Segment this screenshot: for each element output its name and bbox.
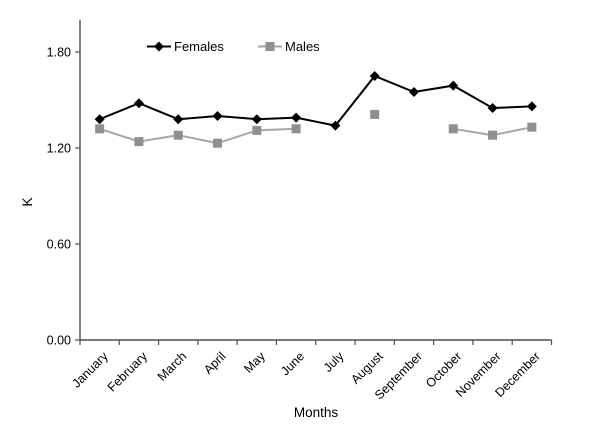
y-axis-tick-label: 0.00 bbox=[47, 334, 71, 348]
legend-marker-males bbox=[265, 42, 275, 51]
x-axis-tick-label: June bbox=[278, 349, 307, 378]
y-axis-tick-label: 0.60 bbox=[47, 238, 71, 252]
data-point-marker-males bbox=[488, 130, 498, 140]
data-point-marker-females bbox=[330, 120, 341, 131]
data-point-marker-females bbox=[408, 87, 419, 97]
data-point-marker-females bbox=[251, 114, 262, 125]
legend-label-males: Males bbox=[285, 39, 320, 54]
data-point-marker-females bbox=[526, 101, 537, 112]
data-point-marker-males bbox=[173, 130, 183, 140]
data-point-marker-females bbox=[94, 114, 105, 125]
data-point-marker-females bbox=[487, 103, 498, 113]
data-point-marker-females bbox=[369, 71, 380, 81]
x-axis-tick-label: May bbox=[241, 349, 268, 376]
series-line-females bbox=[99, 74, 532, 127]
data-point-marker-males bbox=[95, 124, 105, 134]
x-axis-title: Months bbox=[293, 405, 339, 420]
y-axis-tick-label: 1.20 bbox=[47, 142, 71, 156]
legend-label-females: Females bbox=[174, 39, 224, 54]
x-axis-tick-label: April bbox=[201, 349, 229, 377]
x-axis-tick-label: July bbox=[321, 349, 347, 375]
data-point-marker-females bbox=[448, 80, 459, 91]
y-axis-title: K bbox=[19, 197, 35, 207]
data-point-marker-females bbox=[133, 98, 144, 109]
data-point-marker-males bbox=[252, 125, 262, 135]
data-point-marker-males bbox=[291, 124, 301, 134]
data-point-marker-males bbox=[134, 137, 144, 147]
data-point-marker-males bbox=[370, 109, 380, 119]
data-point-marker-females bbox=[291, 112, 302, 123]
y-axis-tick-label: 1.80 bbox=[47, 46, 71, 60]
data-point-marker-females bbox=[212, 111, 223, 121]
series-line-males bbox=[99, 127, 297, 145]
x-axis-tick-label: August bbox=[348, 349, 386, 387]
x-axis-tick-label: February bbox=[105, 349, 151, 395]
x-axis-tick-label: March bbox=[155, 349, 189, 383]
data-point-marker-males bbox=[213, 138, 223, 148]
data-point-marker-males bbox=[448, 124, 458, 134]
data-point-marker-females bbox=[173, 114, 184, 125]
legend-marker-females bbox=[154, 41, 164, 52]
data-point-marker-males bbox=[527, 122, 537, 132]
